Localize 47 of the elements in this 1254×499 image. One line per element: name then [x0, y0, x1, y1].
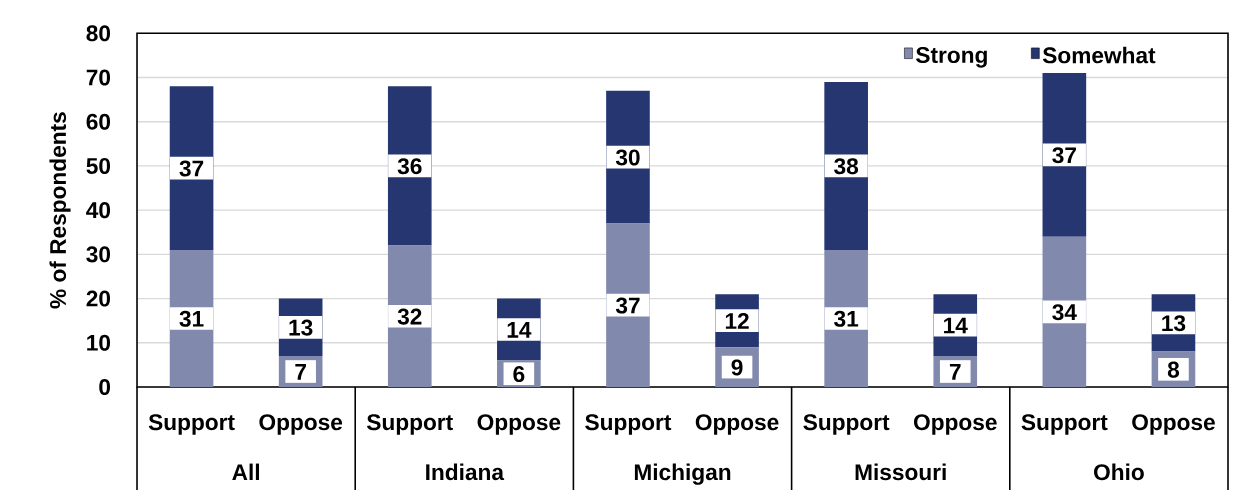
y-tick-label: 60: [86, 113, 111, 130]
data-label: 31: [834, 310, 859, 327]
text: All: [232, 463, 259, 480]
data-label: 37: [1052, 147, 1076, 164]
y-tick-label: 10: [87, 334, 111, 351]
legend-label: Strong: [916, 47, 987, 68]
data-label: 14: [944, 317, 968, 334]
data-label: 31: [179, 310, 204, 327]
x-tick-label: Oppose: [913, 414, 997, 435]
x-tick-label: Support: [803, 414, 890, 435]
x-tick-label: Oppose: [695, 414, 779, 435]
text: Indiana: [426, 463, 505, 481]
data-label: 36: [397, 158, 422, 175]
x-tick-label: Support: [148, 414, 235, 435]
data-label: 34: [1052, 304, 1077, 321]
data-label: 8: [1167, 361, 1180, 378]
data-label: 7: [949, 364, 961, 380]
text: Michigan: [634, 463, 731, 485]
data-label: 9: [731, 359, 743, 376]
data-label: 32: [397, 308, 422, 325]
data-label: 12: [725, 312, 749, 329]
y-tick-label: 30: [86, 246, 111, 263]
text: Ohio: [1094, 463, 1144, 481]
x-tick-label: Support: [585, 414, 672, 435]
y-tick-label: 80: [86, 25, 111, 42]
data-label: 37: [179, 160, 204, 177]
x-tick-label: Oppose: [1132, 414, 1215, 435]
text: Missouri: [855, 463, 946, 481]
x-tick-label: Oppose: [259, 414, 343, 435]
y-axis-title: % of Respondents: [49, 112, 71, 309]
y-tick-label: 50: [86, 157, 111, 174]
legend-label: Somewhat: [1042, 46, 1156, 64]
data-label: 37: [615, 297, 640, 314]
data-label: 30: [615, 149, 640, 166]
y-tick-label: 40: [86, 202, 111, 219]
data-label: 13: [1162, 315, 1186, 332]
x-tick-label: Oppose: [477, 414, 561, 435]
x-tick-label: Support: [1021, 414, 1108, 435]
data-label: 7: [295, 364, 306, 380]
data-label: 38: [834, 158, 859, 175]
data-label: 13: [289, 319, 313, 336]
y-tick-label: 70: [86, 69, 111, 86]
y-tick-label: 20: [86, 290, 111, 307]
data-label: 14: [507, 322, 532, 338]
data-label: 6: [513, 366, 525, 383]
y-tick-label: 0: [99, 378, 111, 396]
x-tick-label: Support: [366, 414, 453, 435]
